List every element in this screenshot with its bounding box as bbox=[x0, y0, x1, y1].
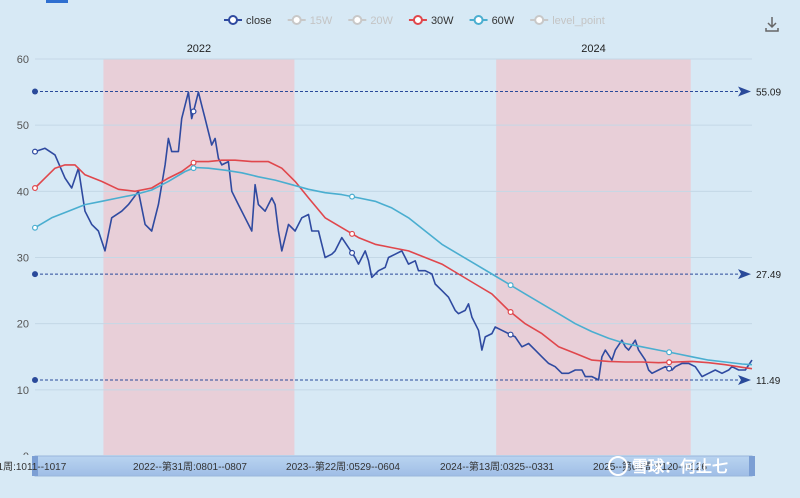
y-tick-label: 40 bbox=[17, 186, 29, 198]
series-point-30W bbox=[666, 359, 673, 366]
level-start-dot bbox=[32, 88, 38, 95]
download-icon[interactable] bbox=[765, 17, 779, 32]
series-point-30W bbox=[31, 185, 38, 192]
legend-marker bbox=[473, 15, 484, 25]
level-start-dot bbox=[32, 376, 38, 383]
series-point-30W bbox=[349, 230, 356, 237]
level-arrow bbox=[738, 269, 751, 280]
level-label-0: 55.09 bbox=[756, 87, 781, 98]
series-point-30W bbox=[507, 309, 514, 316]
series-point-60W bbox=[507, 282, 514, 289]
legend-item-2[interactable]: 20W bbox=[370, 15, 393, 27]
series-point-60W bbox=[31, 224, 38, 231]
zoom-handle-left[interactable] bbox=[32, 456, 38, 476]
series-line-30W bbox=[34, 159, 753, 370]
legend-item-5[interactable]: level_point bbox=[552, 15, 605, 27]
y-tick-label: 60 bbox=[17, 54, 29, 66]
series-line-close bbox=[34, 91, 753, 381]
y-tick-label: 10 bbox=[17, 385, 29, 397]
series-point-30W bbox=[190, 159, 197, 166]
series-point-60W bbox=[190, 165, 197, 172]
y-tick-label: 30 bbox=[17, 253, 29, 265]
svg-text:雪球：何止七: 雪球：何止七 bbox=[632, 457, 728, 476]
series-point-close bbox=[349, 249, 356, 256]
legend-item-1[interactable]: 15W bbox=[310, 15, 333, 27]
zoom-label: 2024--第13周:0325--0331 bbox=[440, 460, 554, 473]
level-label-1: 27.49 bbox=[756, 270, 781, 281]
series-point-close bbox=[31, 148, 38, 155]
legend-item-3[interactable]: 30W bbox=[431, 15, 454, 27]
level-arrow bbox=[738, 374, 751, 385]
zoom-label: 2022--第31周:0801--0807 bbox=[133, 460, 247, 473]
level-start-dot bbox=[32, 271, 38, 278]
legend-marker bbox=[534, 15, 545, 25]
band-label-0: 2022 bbox=[187, 43, 211, 55]
series-point-close bbox=[666, 365, 673, 372]
legend-marker bbox=[352, 15, 363, 25]
corner-tab bbox=[46, 0, 68, 3]
series-point-close bbox=[507, 331, 514, 338]
band-label-1: 2024 bbox=[581, 43, 605, 55]
series-line-60W bbox=[34, 166, 753, 366]
zoom-label: 2023--第22周:0529--0604 bbox=[286, 460, 400, 473]
watermark: 雪球：何止七 bbox=[608, 456, 728, 476]
legend-item-0[interactable]: close bbox=[246, 15, 272, 27]
zoom-handle-right[interactable] bbox=[749, 456, 755, 476]
legend-marker bbox=[228, 15, 238, 25]
series-point-60W bbox=[666, 349, 673, 356]
zoom-label: 2025--第04周:0120--0126 bbox=[593, 460, 707, 473]
series-point-close bbox=[190, 108, 197, 115]
y-tick-label: 20 bbox=[17, 319, 29, 331]
legend-marker bbox=[291, 15, 302, 25]
level-arrow bbox=[738, 86, 751, 97]
y-tick-label: 50 bbox=[17, 120, 29, 132]
series-point-60W bbox=[349, 193, 356, 200]
level-label-2: 11.49 bbox=[756, 376, 781, 387]
legend-marker bbox=[412, 15, 423, 25]
zoom-label: 1--第41周:1011--1017 bbox=[0, 460, 67, 473]
legend-item-4[interactable]: 60W bbox=[492, 15, 515, 27]
